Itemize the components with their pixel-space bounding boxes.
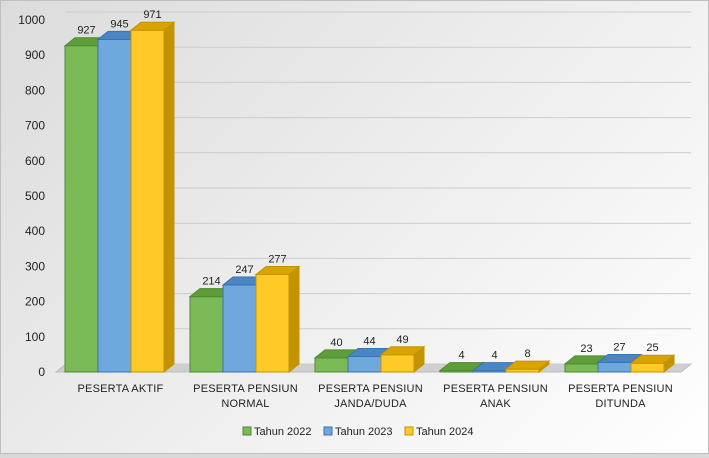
data-label: 23	[580, 343, 592, 355]
data-label: 927	[77, 25, 95, 37]
data-label: 27	[613, 341, 625, 353]
y-tick-label: 800	[25, 83, 45, 97]
data-label: 971	[143, 9, 161, 21]
y-tick-label: 600	[25, 154, 45, 168]
bar-front	[314, 357, 349, 373]
x-category-label: DITUNDA	[595, 398, 646, 410]
data-label: 214	[202, 276, 220, 288]
data-label: 4	[458, 350, 464, 362]
x-category-label: NORMAL	[221, 398, 269, 410]
legend-label: Tahun 2022	[254, 426, 312, 438]
data-label: 277	[268, 253, 286, 265]
bar-side	[288, 265, 300, 374]
data-label: 247	[235, 264, 253, 276]
legend-label: Tahun 2024	[416, 426, 474, 438]
y-tick-label: 400	[25, 224, 45, 238]
bars	[63, 21, 676, 374]
data-label: 44	[363, 336, 375, 348]
bar-front	[630, 362, 665, 373]
bar-front	[64, 45, 99, 373]
y-tick-label: 700	[25, 119, 45, 133]
bar-front	[222, 284, 257, 373]
y-tick-label: 1000	[18, 13, 45, 27]
legend-swatch	[242, 426, 252, 436]
bar	[379, 345, 426, 374]
bar	[254, 265, 301, 374]
x-axis: PESERTA AKTIF PESERTA PENSIUN NORMAL PESERT…	[78, 383, 673, 410]
bar	[629, 354, 676, 374]
y-tick-label: 300	[25, 259, 45, 273]
legend-swatch	[323, 426, 333, 436]
y-tick-label: 500	[25, 189, 45, 203]
bar-front	[564, 363, 599, 373]
y-tick-label: 100	[25, 330, 45, 344]
legend-swatch	[404, 426, 414, 436]
legend: Tahun 2022 Tahun 2023 Tahun 2024	[242, 426, 474, 438]
bar-front	[597, 361, 632, 373]
bar-front	[189, 296, 224, 373]
bar-front	[347, 356, 382, 373]
x-category-label: PESERTA PENSIUN	[193, 383, 298, 395]
y-tick-label: 200	[25, 295, 45, 309]
data-label: 25	[646, 342, 658, 354]
x-category-label: PESERTA PENSIUN	[568, 383, 673, 395]
bar-side	[663, 354, 675, 374]
y-tick-label: 0	[38, 365, 45, 379]
bar-side	[163, 21, 175, 374]
data-label: 4	[491, 350, 497, 362]
legend-label: Tahun 2023	[335, 426, 393, 438]
bar-front	[97, 38, 132, 373]
y-axis: 0 100 200 300 400 500 600 700 800 900 1000	[18, 13, 45, 379]
bar-side	[413, 345, 425, 374]
bar	[129, 21, 176, 374]
bar-front	[130, 29, 165, 373]
bar	[504, 360, 551, 374]
x-category-label: ANAK	[480, 398, 511, 410]
x-category-label: PESERTA PENSIUN	[318, 383, 423, 395]
x-category-label: PESERTA AKTIF	[78, 383, 164, 395]
data-label: 40	[330, 337, 342, 349]
bar-front	[380, 354, 415, 373]
data-label: 8	[524, 348, 530, 360]
y-tick-label: 900	[25, 48, 45, 62]
x-category-label: PESERTA PENSIUN	[443, 383, 548, 395]
bar-front	[255, 273, 290, 373]
data-label: 945	[110, 18, 128, 30]
bar-side	[538, 360, 550, 374]
data-label: 49	[396, 334, 408, 346]
x-category-label: JANDA/DUDA	[334, 398, 407, 410]
